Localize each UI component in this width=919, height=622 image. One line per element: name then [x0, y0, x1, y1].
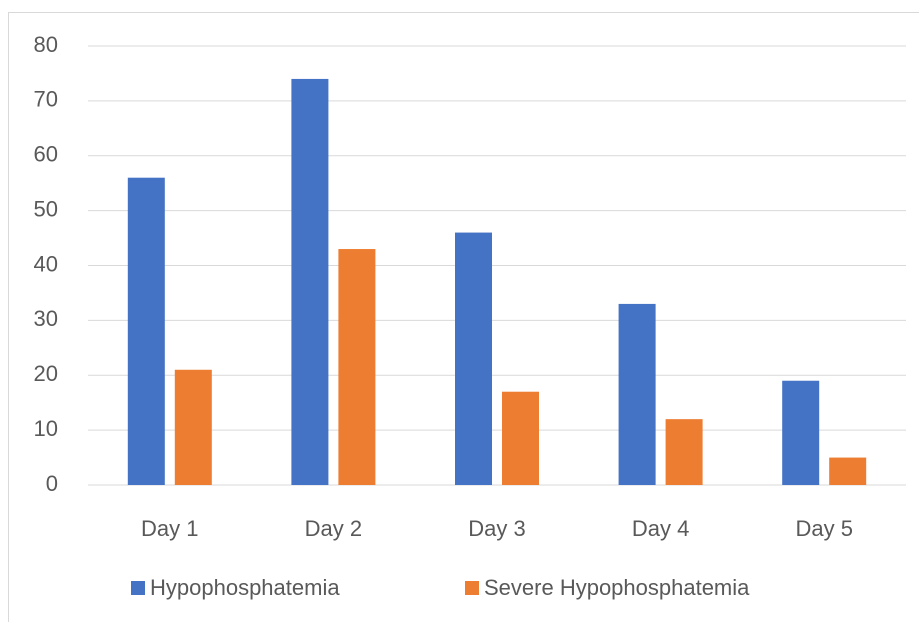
y-tick-label: 20: [34, 361, 58, 386]
x-tick-label: Day 2: [305, 516, 362, 541]
y-tick-label: 60: [34, 142, 58, 167]
legend-swatch: [465, 581, 479, 595]
y-tick-label: 50: [34, 196, 58, 221]
legend-label: Severe Hypophosphatemia: [484, 575, 750, 600]
bar: [665, 419, 703, 485]
bar: [502, 391, 539, 485]
x-tick-label: Day 4: [632, 516, 689, 541]
bar: [782, 380, 820, 485]
bar: [829, 457, 867, 485]
x-tick-label: Day 5: [795, 516, 852, 541]
bar: [618, 303, 656, 485]
bar: [174, 369, 212, 485]
y-tick-label: 10: [34, 416, 58, 441]
y-tick-label: 0: [46, 471, 58, 496]
y-tick-label: 30: [34, 306, 58, 331]
x-tick-label: Day 1: [141, 516, 198, 541]
bar: [338, 249, 376, 485]
legend-swatch: [131, 581, 145, 595]
legend-label: Hypophosphatemia: [150, 575, 340, 600]
y-tick-label: 40: [34, 251, 58, 276]
x-tick-label: Day 3: [468, 516, 525, 541]
bar: [127, 177, 165, 485]
bar: [455, 232, 492, 485]
bar: [291, 78, 329, 486]
y-tick-label: 80: [34, 32, 58, 57]
y-tick-label: 70: [34, 87, 58, 112]
